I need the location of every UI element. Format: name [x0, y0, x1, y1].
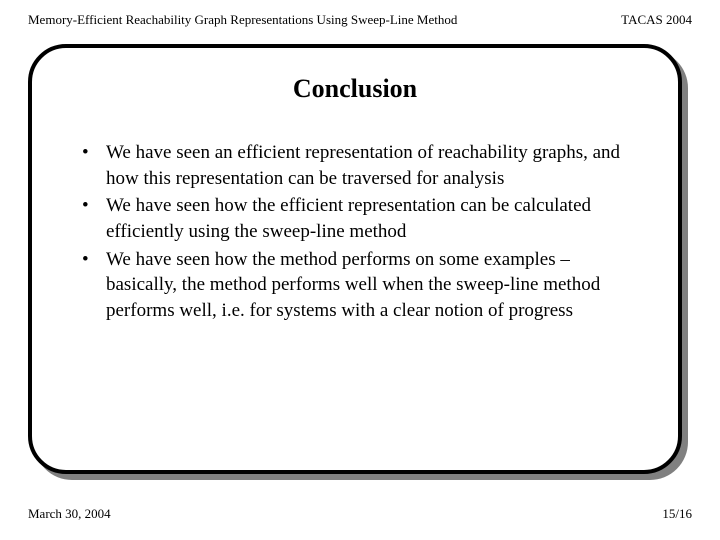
bullet-list: We have seen an efficient representation… — [72, 140, 638, 323]
slide-card: Conclusion We have seen an efficient rep… — [28, 44, 682, 474]
header-venue: TACAS 2004 — [621, 12, 692, 28]
header-title: Memory-Efficient Reachability Graph Repr… — [28, 12, 457, 28]
footer-date: March 30, 2004 — [28, 506, 111, 522]
bullet-item: We have seen an efficient representation… — [72, 140, 638, 191]
bullet-item: We have seen how the method performs on … — [72, 247, 638, 324]
footer-page: 15/16 — [662, 506, 692, 522]
slide-title: Conclusion — [72, 74, 638, 104]
slide-footer: March 30, 2004 15/16 — [28, 506, 692, 522]
slide-header: Memory-Efficient Reachability Graph Repr… — [28, 12, 692, 28]
bullet-item: We have seen how the efficient represent… — [72, 193, 638, 244]
